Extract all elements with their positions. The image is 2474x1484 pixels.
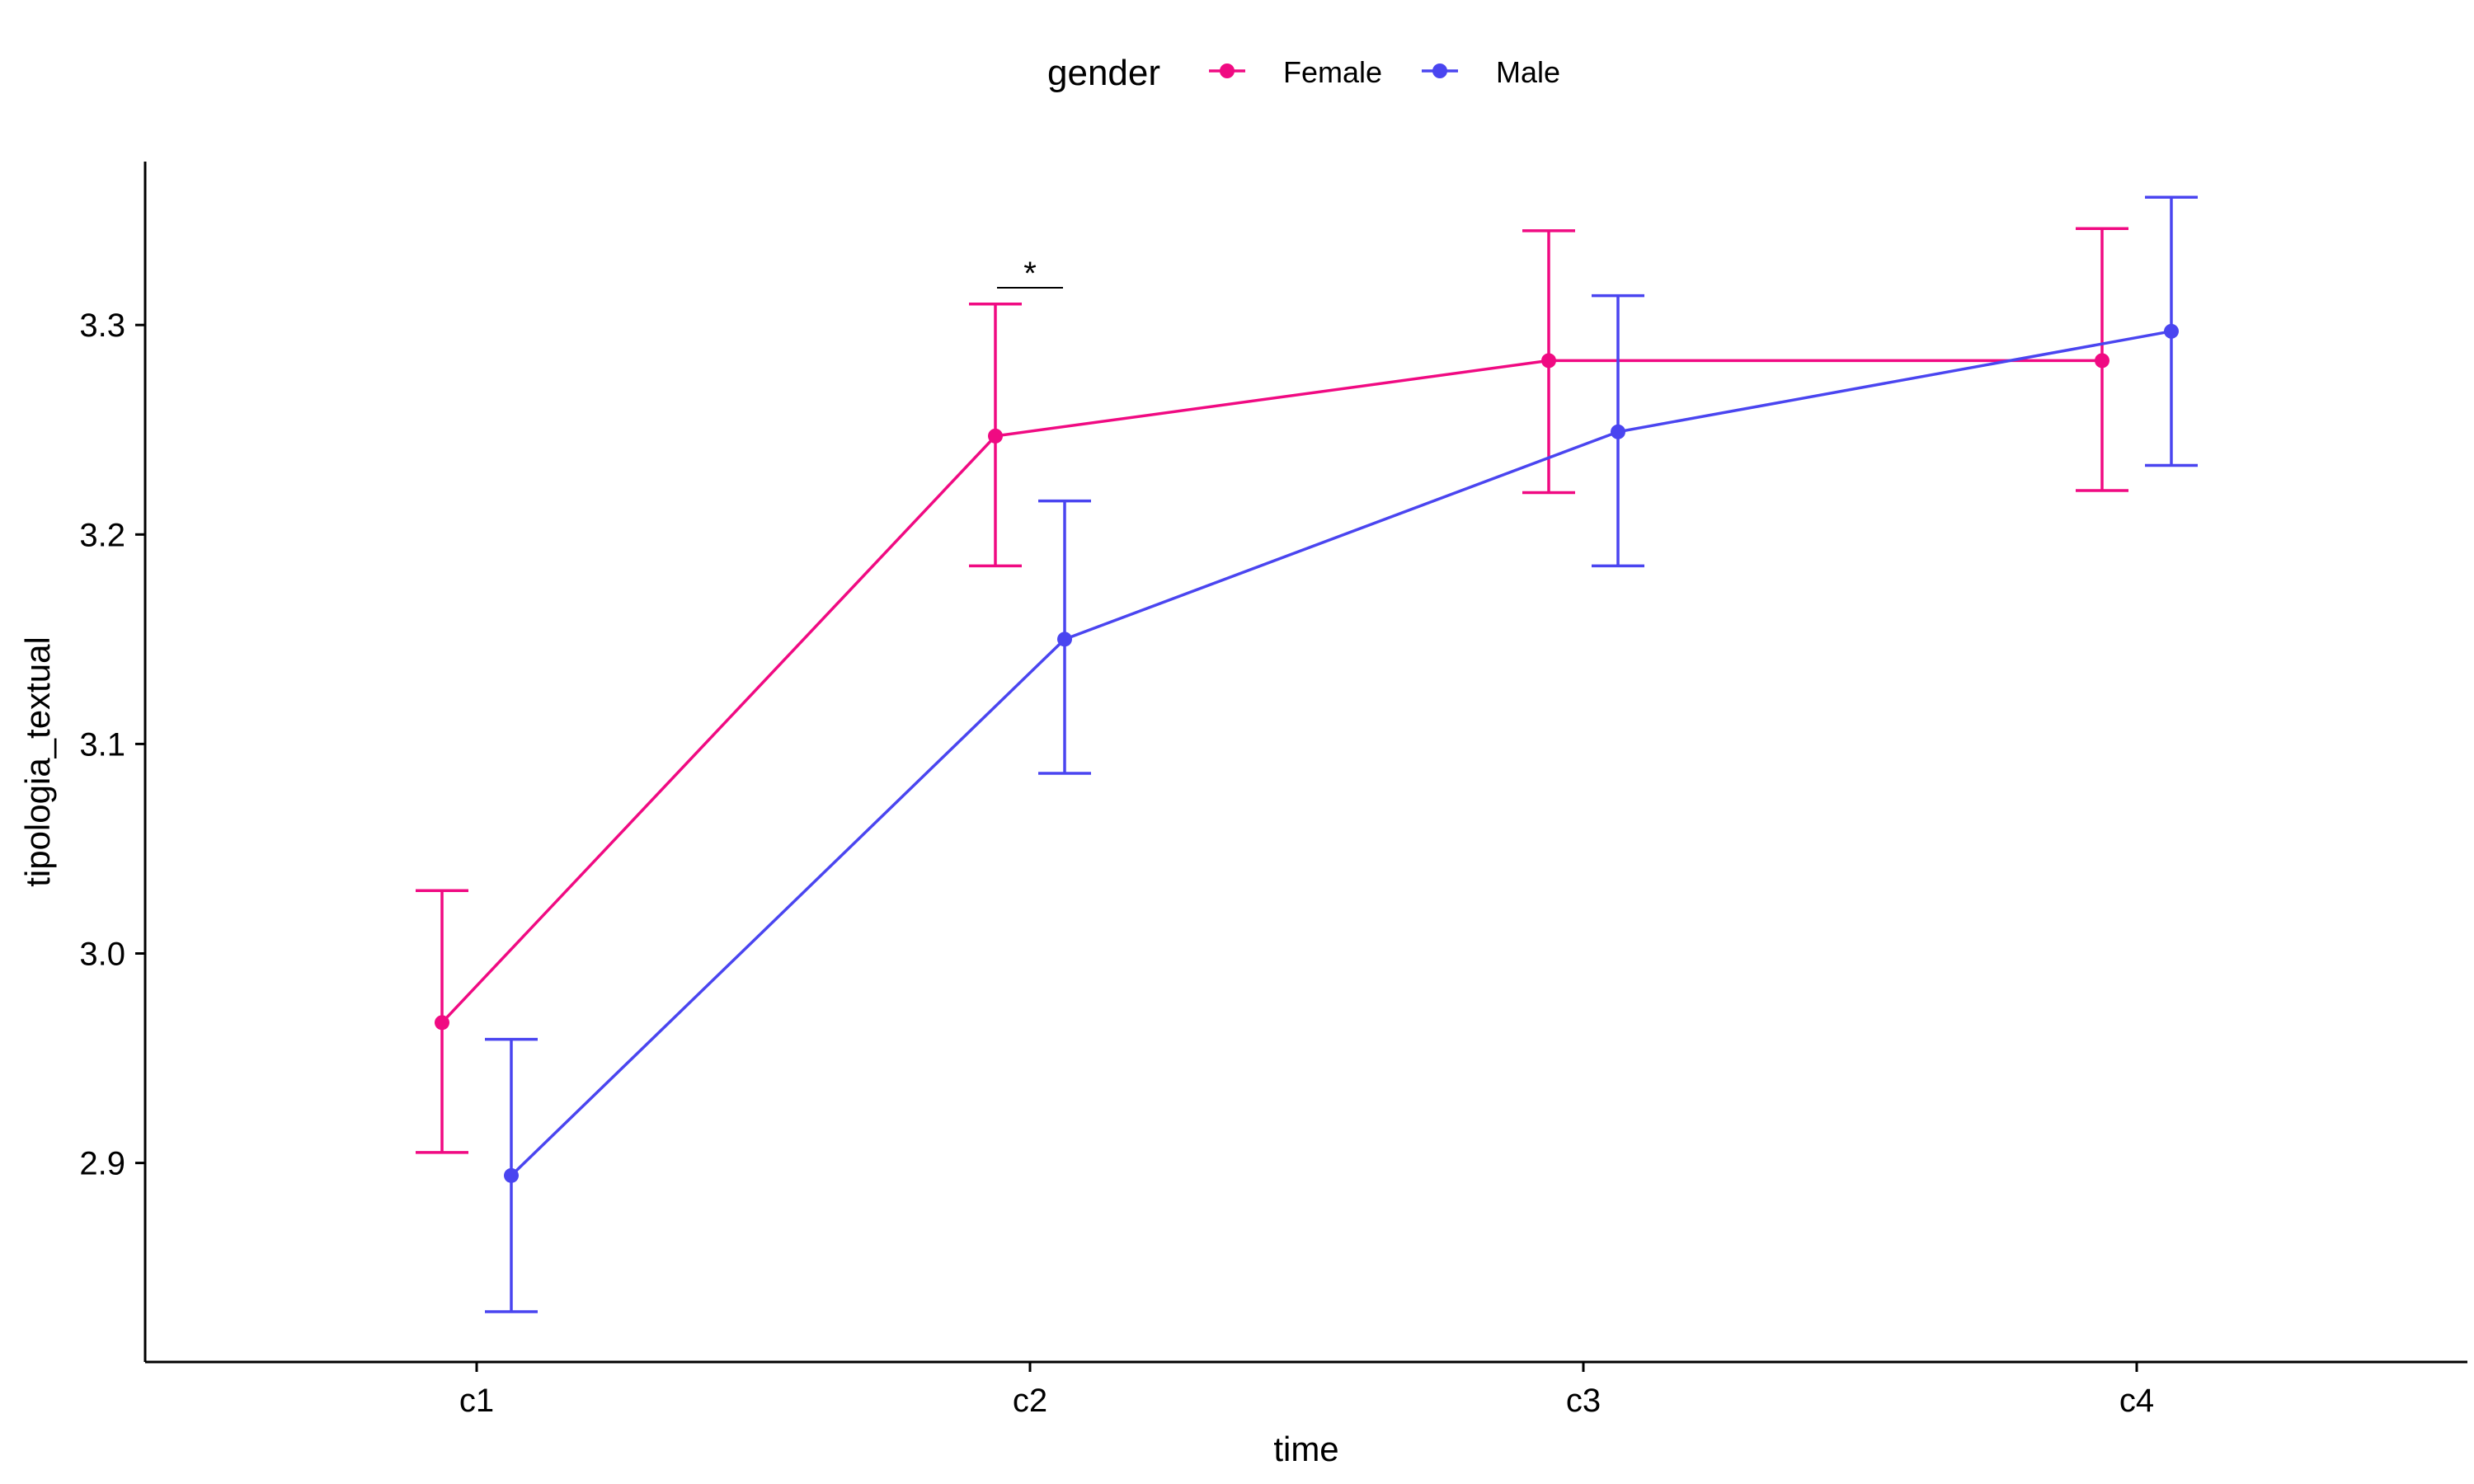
legend-entry-male: Male: [1422, 55, 1560, 89]
male-series-line: [510, 330, 2172, 1177]
y-tick-label: 3.0: [79, 937, 125, 973]
series-layer: [416, 195, 2198, 1313]
legend: gender Female Male: [1047, 53, 1560, 93]
female-data-point: [1541, 353, 1556, 369]
x-tick-label: c3: [1566, 1383, 1601, 1419]
female-data-point: [2095, 353, 2109, 369]
x-ticks: c1 c2 c3 c4: [459, 1362, 2154, 1419]
x-tick-label: c1: [459, 1383, 494, 1419]
legend-label: Male: [1496, 55, 1560, 89]
x-tick-label: c4: [2119, 1383, 2154, 1419]
legend-key-point: [1220, 63, 1235, 78]
y-axis-title: tipologia_textual: [18, 636, 57, 887]
significance-label: *: [1023, 256, 1037, 292]
legend-key-point: [1432, 63, 1447, 78]
male-data-point: [1057, 632, 1072, 647]
female-data-point: [988, 428, 1003, 444]
legend-label: Female: [1283, 55, 1382, 89]
legend-title: gender: [1047, 53, 1160, 93]
y-tick-label: 3.3: [79, 308, 125, 344]
female-series-line: [440, 359, 2102, 1024]
female-data-point: [435, 1015, 449, 1031]
legend-entry-female: Female: [1209, 55, 1382, 89]
y-ticks: 2.9 3.0 3.1 3.2 3.3: [79, 308, 145, 1182]
y-tick-label: 2.9: [79, 1146, 125, 1182]
x-tick-label: c2: [1013, 1383, 1047, 1419]
x-axis-title: time: [1273, 1430, 1338, 1468]
male-data-point: [2164, 323, 2179, 339]
male-data-point: [1611, 424, 1625, 439]
annotation-layer: *: [997, 256, 1063, 292]
y-tick-label: 3.1: [79, 726, 125, 763]
male-data-point: [504, 1167, 519, 1183]
y-tick-label: 3.2: [79, 517, 125, 553]
